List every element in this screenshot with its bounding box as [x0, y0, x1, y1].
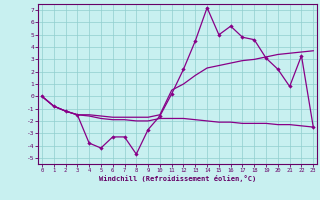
- X-axis label: Windchill (Refroidissement éolien,°C): Windchill (Refroidissement éolien,°C): [99, 175, 256, 182]
